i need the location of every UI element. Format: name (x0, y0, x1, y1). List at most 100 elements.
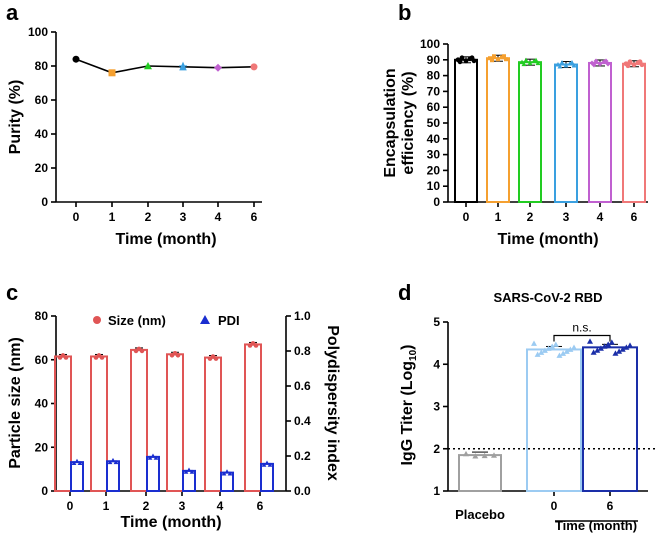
panel-b-point-3-1 (559, 60, 565, 65)
panel-d-ytick-label-4: 5 (433, 315, 440, 329)
panel-b-ytick-label-5: 50 (427, 116, 441, 130)
panel-b-point-4-6 (603, 58, 609, 64)
panel-c-y2tick-label-0: 0.0 (294, 484, 311, 498)
panel-b-point-5-2 (631, 62, 637, 68)
panel-b-ytick-label-1: 10 (427, 179, 441, 193)
panel-a-point-0 (72, 55, 80, 63)
chart-panel-c: Particle size (nm) Polydispersity index … (7, 309, 341, 531)
legend-pdi-label: PDI (218, 313, 240, 328)
panel-label-a: a (6, 0, 19, 25)
panel-c-xtick-label-2: 2 (143, 499, 150, 513)
panel-a-ylabel: Purity (%) (7, 80, 24, 155)
panel-c-ylabel: Particle size (nm) (7, 337, 24, 469)
panel-c-size-bar-0 (54, 355, 72, 492)
panel-d-point-2-3 (597, 345, 604, 351)
panel-b-xtick-label-3: 3 (563, 210, 570, 224)
panel-b-ytick-label-2: 20 (427, 163, 441, 177)
panel-c-y2tick-label-1: 0.2 (294, 449, 311, 463)
panel-b-ytick-label-10: 100 (420, 37, 440, 51)
panel-c-pdi-point-4-1 (224, 469, 230, 474)
panel-b-bar-4 (588, 61, 612, 203)
panel-b-xtick-label-0: 0 (463, 210, 470, 224)
chart-panel-a: Purity (%) Time (month) 0 20 40 60 80 100 0 1 2 3… (7, 25, 262, 248)
panel-a-ytick-label-0: 0 (41, 195, 48, 209)
panel-c-pdi-point-2-1 (150, 453, 156, 458)
panel-a-xtick-label-3: 3 (180, 210, 187, 224)
panel-c-size-bar-2 (130, 348, 148, 492)
panel-d-point-2-9 (619, 346, 626, 352)
panel-c-xtick-label-5: 6 (257, 499, 264, 513)
panel-b-point-1-4 (504, 57, 508, 62)
panel-a-xtick-label-2: 2 (145, 210, 152, 224)
panel-d-point-2-6 (608, 339, 615, 345)
panel-d-significance-bracket (553, 334, 611, 342)
panel-d-point-1-7 (556, 352, 563, 358)
panel-label-b: b (398, 0, 411, 25)
panel-b-point-2-5 (521, 61, 527, 67)
panel-d-point-2-7 (612, 350, 619, 356)
panel-c-pdi-bar-1 (106, 460, 120, 492)
panel-c-xtick-label-4: 4 (217, 499, 224, 513)
panel-a-ytick-label-4: 80 (35, 59, 49, 73)
panel-c-y2tick-label-4: 0.8 (294, 344, 311, 358)
panel-d-point-1-9 (563, 348, 570, 354)
panel-b-ytick-label-6: 60 (427, 100, 441, 114)
panel-d-xlabel: Time (month) (555, 518, 637, 533)
panel-d-point-1-5 (549, 343, 556, 349)
panel-b-ytick-label-0: 0 (433, 195, 440, 209)
panel-d-point-2-2 (594, 347, 601, 353)
panel-b-point-1-1 (492, 54, 496, 59)
panel-c-pdi-point-5-1 (264, 460, 270, 465)
panel-d-point-1-1 (534, 351, 541, 357)
panel-d-point-2-11 (627, 342, 633, 348)
panel-c-pdi-point-3-0 (183, 469, 189, 474)
panel-d-point-0-3 (491, 452, 497, 458)
panel-d-xtick-label-1: 0 (551, 499, 558, 513)
panel-b-ylabel-line1: Encapsulation (382, 68, 399, 177)
panel-b-point-2-2 (527, 60, 533, 66)
panel-b-point-0-1 (459, 55, 465, 61)
panel-a-axes (55, 32, 262, 203)
panel-c-size-bar-5 (244, 343, 262, 492)
panel-b-point-5-5 (625, 63, 631, 69)
panel-b-point-3-5 (557, 64, 563, 69)
panel-d-bar-1 (526, 348, 582, 492)
panel-b-xtick-label-2: 2 (527, 210, 534, 224)
panel-b-bar-1 (486, 57, 510, 203)
panel-b-point-0-2 (463, 58, 469, 64)
panel-d-point-1-10 (567, 346, 574, 352)
panel-b-point-2-1 (523, 57, 529, 63)
panel-c-pdi-point-1-2 (113, 459, 119, 465)
panel-d-point-0-2 (481, 452, 488, 459)
panel-a-point-2 (144, 62, 152, 70)
panel-b-ylabel-line2: efficiency (%) (400, 71, 417, 174)
legend-pdi-marker (200, 315, 210, 324)
panel-d-point-1-4 (545, 345, 552, 351)
panel-b-point-4-5 (591, 62, 597, 68)
panel-d-point-2-4 (601, 343, 608, 349)
panel-c-pdi-point-4-0 (221, 471, 227, 476)
panel-b-bar-5 (622, 62, 646, 203)
panel-c-size-point-4-2 (213, 356, 219, 361)
panel-b-point-0-6 (469, 55, 475, 61)
panel-b-ytick-label-9: 90 (427, 53, 441, 67)
panel-b-point-3-4 (571, 63, 577, 68)
panel-d-ylabel-sub: 10 (408, 349, 419, 361)
panel-c-pdi-point-1-1 (110, 457, 116, 463)
panel-c-size-bar-4 (204, 356, 222, 492)
panel-a-xtick-label-0: 0 (73, 210, 80, 224)
panel-d-ytick-label-0: 1 (433, 484, 440, 498)
panel-d-bar-2 (582, 346, 638, 492)
panel-b-point-2-6 (533, 57, 539, 63)
panel-d-point-1-6 (552, 341, 559, 347)
panel-c-pdi-point-3-1 (186, 467, 192, 472)
panel-b-point-4-1 (593, 58, 599, 64)
panel-c-size-point-1-2 (99, 355, 105, 360)
panel-a-series-line (75, 58, 255, 74)
panel-b-point-1-5 (490, 58, 494, 63)
panel-c-size-bar-1 (90, 355, 108, 492)
panel-b-ytick-label-8: 80 (427, 69, 441, 83)
panel-d-bar-0 (458, 454, 502, 492)
panel-b-point-2-4 (535, 60, 541, 66)
